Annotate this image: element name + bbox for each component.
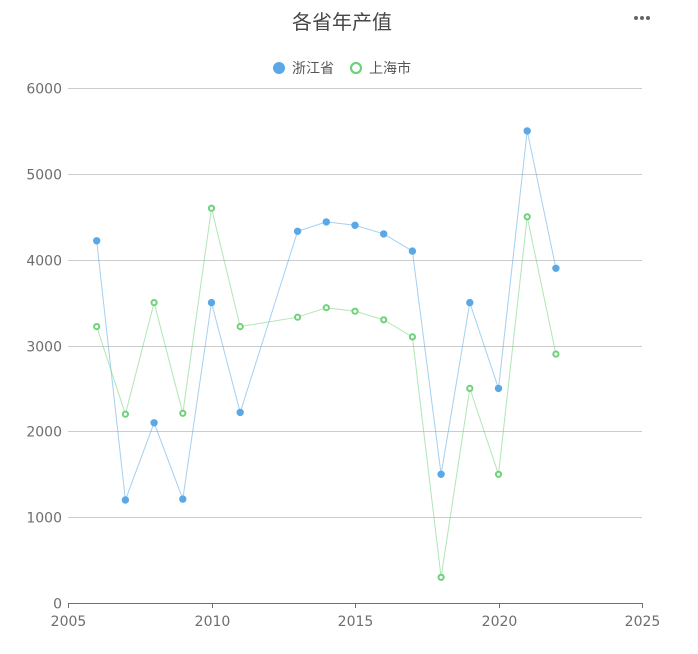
x-tick-label: 2015 [338, 614, 374, 630]
y-tick-label: 6000 [26, 82, 62, 98]
data-point-series-2[interactable] [437, 573, 445, 581]
more-horizontal-icon [634, 16, 650, 20]
data-point-series-2[interactable] [552, 350, 560, 358]
data-point-series-2[interactable] [351, 307, 359, 315]
x-tick-label: 2020 [482, 614, 518, 630]
x-tick-label: 2025 [625, 614, 661, 630]
data-point-series-2[interactable] [294, 313, 302, 321]
x-tick-label: 2005 [51, 614, 87, 630]
data-point-series-1[interactable] [494, 384, 503, 393]
y-tick-label: 0 [53, 597, 62, 613]
series-line-1 [96, 130, 557, 501]
data-point-series-1[interactable] [293, 227, 302, 236]
data-point-series-1[interactable] [523, 127, 531, 135]
data-point-series-2[interactable] [322, 304, 330, 312]
legend-label[interactable]: 上海市 [369, 60, 411, 77]
data-point-series-1[interactable] [380, 230, 388, 238]
data-point-series-1[interactable] [322, 218, 330, 226]
data-point-series-2[interactable] [150, 299, 158, 307]
data-point-series-1[interactable] [351, 221, 359, 230]
data-point-series-2[interactable] [380, 316, 388, 324]
legend-marker[interactable] [273, 62, 285, 74]
data-point-series-2[interactable] [494, 470, 503, 478]
data-point-series-2[interactable] [466, 384, 474, 392]
data-point-series-1[interactable] [179, 495, 187, 503]
data-point-series-2[interactable] [207, 204, 216, 212]
y-tick-label: 5000 [26, 168, 62, 184]
data-point-series-1[interactable] [437, 470, 445, 478]
data-point-series-1[interactable] [408, 247, 417, 255]
data-point-series-2[interactable] [523, 213, 531, 221]
data-point-series-1[interactable] [466, 298, 474, 307]
data-point-series-1[interactable] [236, 408, 244, 417]
chart-title: 各省年产值 [292, 10, 392, 34]
series-line-2 [96, 208, 557, 578]
legend-label[interactable]: 浙江省 [292, 61, 334, 77]
data-point-series-1[interactable] [207, 298, 216, 307]
more-options-button[interactable] [628, 8, 656, 28]
x-tick-label: 2010 [195, 614, 231, 630]
data-point-series-2[interactable] [236, 323, 244, 331]
data-point-series-2[interactable] [408, 333, 416, 341]
y-tick-label: 1000 [26, 511, 62, 527]
data-point-series-1[interactable] [121, 496, 130, 504]
data-point-series-2[interactable] [93, 323, 101, 331]
data-point-series-1[interactable] [150, 419, 158, 427]
data-point-series-1[interactable] [93, 237, 101, 245]
data-point-series-1[interactable] [552, 264, 560, 272]
y-tick-label: 2000 [26, 425, 62, 441]
data-point-series-2[interactable] [121, 410, 130, 418]
y-tick-label: 3000 [26, 340, 62, 356]
data-point-series-2[interactable] [179, 409, 187, 417]
y-tick-label: 4000 [26, 254, 62, 270]
legend-marker[interactable] [349, 61, 363, 75]
